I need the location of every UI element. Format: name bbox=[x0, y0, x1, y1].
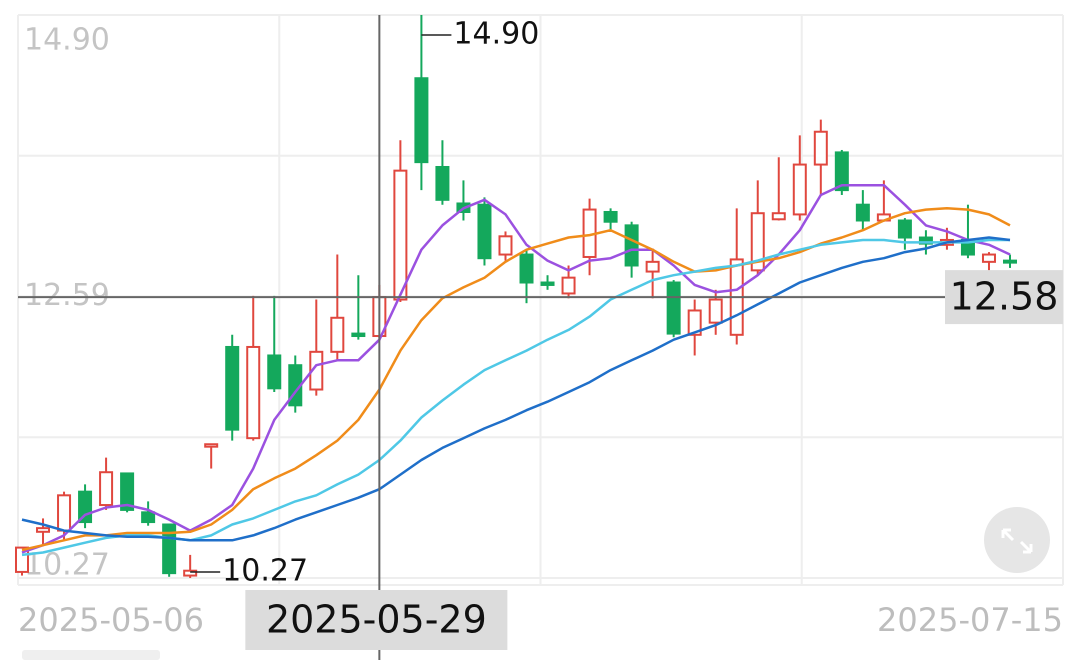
candle-body bbox=[645, 260, 660, 273]
candle-body bbox=[435, 165, 450, 201]
candle-body bbox=[624, 224, 639, 267]
candle-body bbox=[183, 569, 198, 577]
crosshair-date-box bbox=[245, 590, 508, 650]
candle-body bbox=[99, 471, 114, 507]
candle-body bbox=[750, 212, 765, 272]
expand-button[interactable] bbox=[984, 507, 1050, 573]
candle-body bbox=[666, 281, 681, 335]
moving-average-line bbox=[21, 236, 1011, 542]
candle-body bbox=[36, 527, 51, 533]
x-tick-label: 2025-05-06 bbox=[18, 601, 204, 639]
candle-body bbox=[498, 235, 513, 256]
candle-body bbox=[1003, 259, 1017, 264]
candle-body bbox=[393, 169, 408, 301]
x-tick-label: 2025-07-15 bbox=[877, 601, 1063, 639]
candle-body bbox=[603, 210, 618, 223]
expand-circle[interactable] bbox=[984, 507, 1050, 573]
candle-body bbox=[561, 276, 576, 295]
candle-body bbox=[834, 151, 849, 192]
candle-body bbox=[330, 316, 345, 353]
candle-body bbox=[771, 212, 786, 221]
candle-body bbox=[519, 253, 534, 284]
candle-body bbox=[120, 472, 135, 511]
y-tick-label: 14.90 bbox=[24, 23, 110, 58]
moving-average-line bbox=[21, 183, 1011, 554]
candle-body bbox=[309, 350, 324, 391]
candle-body bbox=[351, 332, 366, 338]
expand-icon[interactable] bbox=[1001, 528, 1033, 554]
crosshair-price-box bbox=[945, 270, 1063, 325]
annotation-label: 14.90 bbox=[453, 17, 539, 52]
candle-body bbox=[57, 494, 72, 532]
candle-body bbox=[414, 77, 429, 164]
candle-body bbox=[225, 345, 240, 431]
candle-body bbox=[687, 309, 702, 336]
candle-body bbox=[477, 203, 492, 260]
candle-body bbox=[855, 203, 870, 222]
candle-body bbox=[813, 130, 828, 166]
scroll-bar[interactable] bbox=[22, 650, 160, 660]
candle-body bbox=[981, 253, 996, 263]
candle-body bbox=[897, 219, 912, 239]
y-tick-label: 12.59 bbox=[24, 278, 110, 313]
candle-body bbox=[540, 281, 555, 286]
candle-body bbox=[267, 354, 282, 390]
moving-average-line bbox=[21, 207, 1011, 552]
candle-body bbox=[708, 298, 723, 324]
candle-body bbox=[141, 511, 156, 524]
candle-body bbox=[246, 345, 261, 440]
crosshair-date-label: 2025-05-29 bbox=[266, 598, 487, 642]
candle-body bbox=[204, 443, 219, 448]
candle-body bbox=[792, 163, 807, 216]
annotation-label: 10.27 bbox=[222, 554, 308, 589]
crosshair-price-label: 12.58 bbox=[950, 275, 1059, 319]
